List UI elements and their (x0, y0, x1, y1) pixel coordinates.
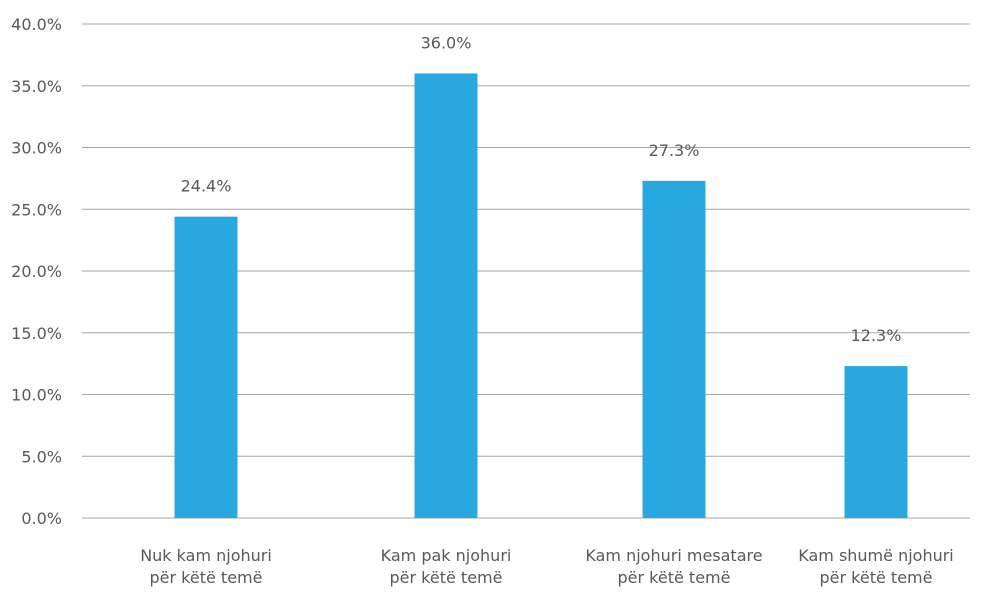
data-labels: 24.4% 36.0% 27.3% 12.3% (181, 33, 902, 345)
bar (844, 366, 908, 518)
x-tick-label: për këtë temë (150, 568, 263, 587)
bars (174, 73, 908, 519)
x-tick-label: Kam shumë njohuri (798, 546, 954, 565)
y-tick-label: 40.0% (11, 15, 62, 34)
bar (414, 73, 478, 519)
y-tick-label: 35.0% (11, 77, 62, 96)
y-tick-label: 5.0% (21, 447, 62, 466)
data-label: 27.3% (649, 141, 700, 160)
x-tick-label: për këtë temë (820, 568, 933, 587)
y-tick-label: 25.0% (11, 200, 62, 219)
y-tick-label: 30.0% (11, 139, 62, 158)
x-axis-category-labels: Nuk kam njohuri për këtë temë Kam pak njoh… (140, 546, 954, 587)
bar (642, 180, 706, 518)
x-tick-label: Kam njohuri mesatare (585, 546, 762, 565)
y-tick-label: 20.0% (11, 262, 62, 281)
data-label: 24.4% (181, 177, 232, 196)
y-tick-label: 0.0% (21, 509, 62, 528)
y-tick-label: 15.0% (11, 324, 62, 343)
y-tick-label: 10.0% (11, 386, 62, 405)
bar (174, 216, 238, 518)
data-label: 36.0% (421, 33, 472, 52)
x-tick-label: për këtë temë (390, 568, 503, 587)
x-tick-label: Kam pak njohuri (381, 546, 512, 565)
x-tick-label: për këtë temë (618, 568, 731, 587)
y-axis-tick-labels: 0.0% 5.0% 10.0% 15.0% 20.0% 25.0% 30.0% 35.0% 40… (11, 15, 62, 528)
x-tick-label: Nuk kam njohuri (140, 546, 272, 565)
data-label: 12.3% (851, 326, 902, 345)
